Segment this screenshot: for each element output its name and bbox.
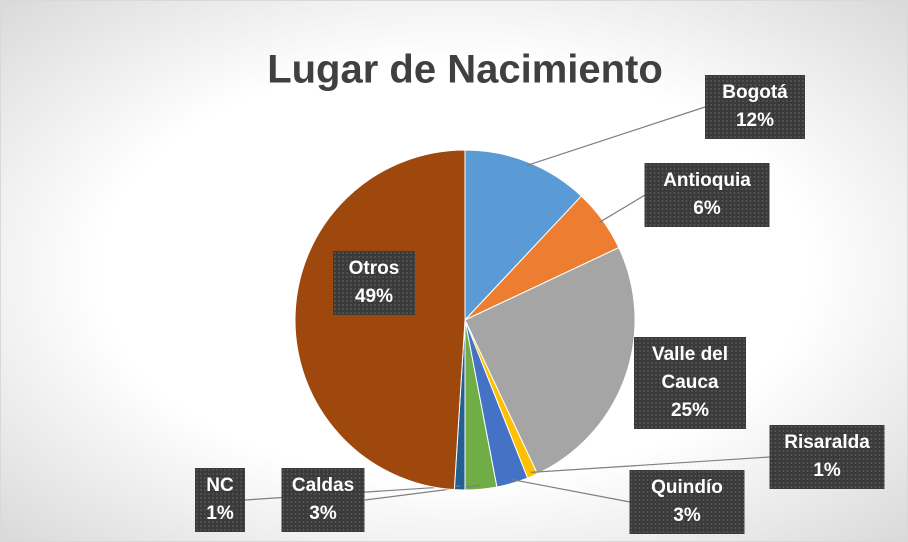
leader-line [525, 106, 706, 167]
value-label: 49% [354, 286, 394, 307]
chart-title: Lugar de Nacimiento [267, 48, 663, 92]
pie-slice [464, 246, 636, 475]
value-label: 3% [309, 503, 337, 524]
category-label: Valle del Cauca [651, 344, 729, 393]
value-label: 6% [693, 198, 721, 219]
data-label: Caldas 3% [281, 468, 365, 532]
category-label: Antioquia [663, 170, 751, 191]
data-label: NC 1% [195, 468, 245, 532]
data-label: Valle del Cauca 25% [634, 337, 746, 429]
data-label: Otros 49% [333, 251, 415, 315]
value-label: 1% [813, 460, 841, 481]
pie-slice [294, 149, 466, 491]
category-label: Risaralda [784, 432, 870, 453]
category-label: Caldas [291, 475, 355, 496]
leader-line [530, 456, 771, 473]
data-label: Risaralda 1% [769, 425, 885, 489]
category-label: Otros [348, 258, 400, 279]
category-label: NC [206, 475, 234, 496]
leader-line [598, 194, 646, 223]
data-label: Bogotá 12% [705, 75, 805, 139]
value-label: 1% [206, 503, 234, 524]
data-label: Antioquia 6% [644, 163, 770, 227]
category-label: Bogotá [722, 82, 788, 103]
pie-slice [464, 149, 583, 322]
category-label: Quindío [651, 477, 723, 498]
value-label: 25% [670, 400, 710, 421]
value-label: 3% [673, 505, 701, 526]
data-label: Quindío 3% [629, 470, 745, 534]
leader-line [511, 478, 631, 503]
value-label: 12% [735, 110, 775, 131]
